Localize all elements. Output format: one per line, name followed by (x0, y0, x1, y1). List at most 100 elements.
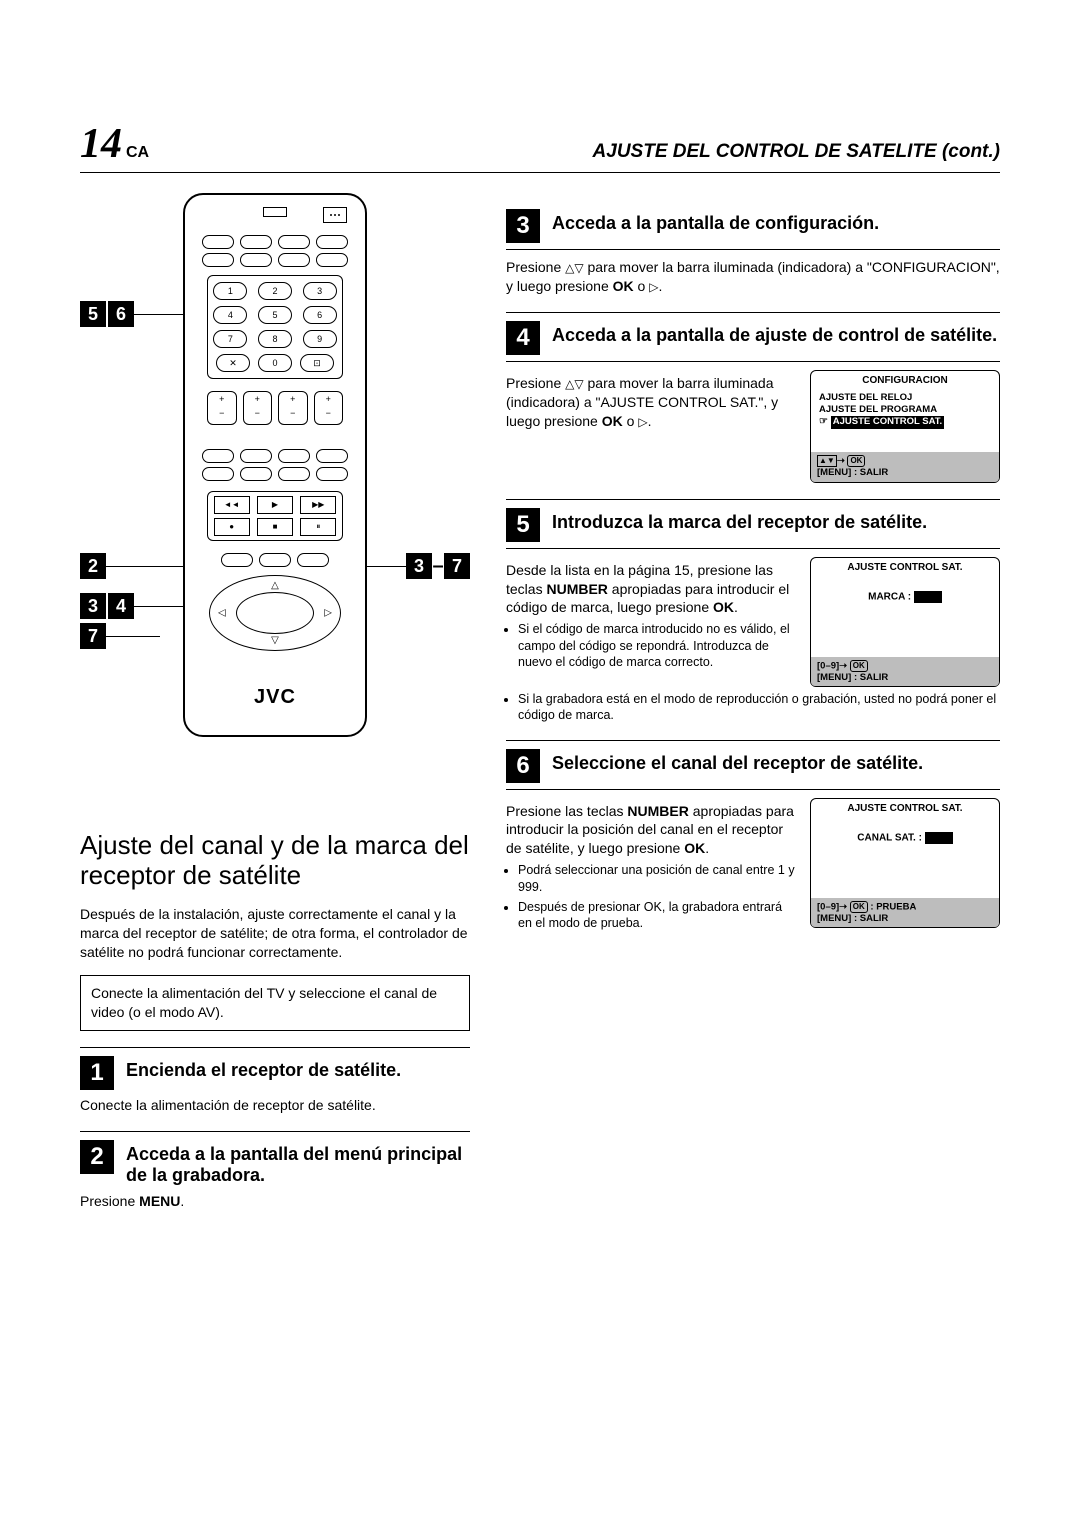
step-number: 2 (80, 1140, 114, 1174)
step-2: 2 Acceda a la pantalla del menú principa… (80, 1131, 470, 1185)
remote-num-6: 6 (303, 306, 337, 324)
step-5-textcol: Desde la lista en la página 15, presione… (506, 557, 796, 674)
remote-pill (278, 449, 310, 463)
screen-body: MARCA : (811, 579, 999, 657)
remote-pill (240, 235, 272, 249)
text: Presione las teclas (506, 803, 627, 819)
screen-ajuste-marca: AJUSTE CONTROL SAT. MARCA : [0–9]➝ OK [M… (810, 557, 1000, 687)
screen-item: AJUSTE DEL PROGRAMA (819, 404, 991, 416)
callout-7r: 7 (444, 553, 470, 579)
step-1: 1 Encienda el receptor de satélite. (80, 1047, 470, 1090)
bullet-item: Si la grabadora está en el modo de repro… (518, 691, 1000, 724)
step-number: 1 (80, 1056, 114, 1090)
remote-play-grid: ◄◄ ▶ ▶▶ ● ■ ⏸ (212, 496, 338, 536)
remote-pill (202, 253, 234, 267)
callout-line (134, 606, 188, 607)
header-title: AJUSTE DEL CONTROL DE SATELITE (cont.) (593, 141, 1000, 163)
footer-line2: [MENU] : SALIR (817, 467, 993, 478)
remote-num-9: 9 (303, 330, 337, 348)
bullet-item: Si el código de marca introducido no es … (518, 621, 796, 670)
step-number: 3 (506, 209, 540, 243)
step-number: 5 (506, 508, 540, 542)
step-5-bullets: Si el código de marca introducido no es … (506, 621, 796, 670)
remote-tall-btn: +− (278, 391, 308, 425)
footer-line2: [MENU] : SALIR (817, 913, 993, 924)
section-title: Ajuste del canal y de la marca del recep… (80, 831, 470, 891)
ok-label: OK (613, 278, 634, 294)
remote-pill (221, 553, 253, 567)
remote-pill (259, 553, 291, 567)
remote-row1 (185, 235, 365, 249)
menu-label: MENU (139, 1193, 180, 1209)
step-6: 6 Seleccione el canal del receptor de sa… (506, 740, 1000, 783)
screen-body: AJUSTE DEL RELOJ AJUSTE DEL PROGRAMA ☞ A… (811, 392, 999, 452)
remote-logo: JVC (185, 686, 365, 709)
remote-number-frame: 1 2 3 4 5 6 7 8 9 ✕ 0 (207, 275, 343, 379)
step-3: 3 Acceda a la pantalla de configuración. (506, 209, 1000, 243)
step-4: 4 Acceda a la pantalla de ajuste de cont… (506, 312, 1000, 355)
step-title: Seleccione el canal del receptor de saté… (552, 753, 923, 774)
step-6-textcol: Presione las teclas NUMBER apropiadas pa… (506, 798, 796, 936)
step-title: Encienda el receptor de satélite. (126, 1060, 401, 1081)
screen-input-field (914, 591, 942, 603)
remote-num-2: 2 (258, 282, 292, 300)
up-down-icon: △▽ (565, 260, 583, 276)
screen-title: AJUSTE CONTROL SAT. (811, 803, 999, 814)
page-number: 14CA (80, 120, 149, 168)
remote-dpad: △ ▽ ◁ ▷ (209, 575, 341, 651)
divider (506, 361, 1000, 362)
screen-footer: [0–9]➝ OK : PRUEBA [MENU] : SALIR (811, 898, 999, 927)
callout-56: 5 6 (80, 301, 188, 327)
bullet-item: Después de presionar OK, la grabadora en… (518, 899, 796, 932)
screen-input-field (925, 832, 953, 844)
step-5-bullets-wide: Si la grabadora está en el modo de repro… (506, 691, 1000, 724)
screen-item: AJUSTE DEL RELOJ (819, 392, 991, 404)
ok-icon: OK (850, 901, 868, 913)
number-label: NUMBER (627, 803, 688, 819)
remote-pill (202, 449, 234, 463)
right-column: 3 Acceda a la pantalla de configuración.… (506, 193, 1000, 1214)
text: Presione (80, 1193, 139, 1209)
page: 14CA AJUSTE DEL CONTROL DE SATELITE (con… (0, 0, 1080, 1528)
text: Presione (506, 375, 565, 391)
content-columns: 5 6 2 3 4 7 (80, 193, 1000, 1214)
text: . (180, 1193, 184, 1209)
remote-row3 (185, 449, 365, 463)
remote-pill (316, 235, 348, 249)
screen-footer: [0–9]➝ OK [MENU] : SALIR (811, 657, 999, 686)
step-2-body: Presione MENU. (80, 1192, 470, 1211)
remote-ir-window (263, 207, 287, 217)
remote-pill (240, 449, 272, 463)
remote-pill (202, 467, 234, 481)
screen-configuracion: CONFIGURACION AJUSTE DEL RELOJ AJUSTE DE… (810, 370, 1000, 483)
step-1-body: Conecte la alimentación de receptor de s… (80, 1096, 470, 1115)
remote-row5 (185, 553, 365, 567)
screen-label: CANAL SAT. : (857, 832, 922, 843)
screen-title: CONFIGURACION (811, 375, 999, 386)
keys-icon: ▲▼ (817, 455, 837, 467)
page-number-suffix: CA (126, 144, 149, 161)
divider (506, 789, 1000, 790)
ok-icon: OK (847, 455, 865, 467)
text: Presione (506, 259, 565, 275)
remote-num-5: 5 (258, 306, 292, 324)
remote-dots-button (323, 207, 347, 223)
step-title: Acceda a la pantalla de ajuste de contro… (552, 325, 997, 346)
remote-pill (316, 449, 348, 463)
step-4-body: Presione △▽ para mover la barra iluminad… (506, 374, 796, 431)
callout-5: 5 (80, 301, 106, 327)
step-6-body: Presione las teclas NUMBER apropiadas pa… (506, 802, 796, 859)
callout-6: 6 (108, 301, 134, 327)
remote-num-0: 0 (258, 354, 292, 372)
left-column: 5 6 2 3 4 7 (80, 193, 470, 1214)
remote-rec: ● (214, 518, 250, 536)
step-6-bullets: Podrá seleccionar una posición de canal … (506, 862, 796, 931)
remote-enter: ⊡ (300, 354, 334, 372)
footer-line1: [0–9]➝ OK (817, 660, 993, 672)
remote-tall-btn: +− (314, 391, 344, 425)
remote-body: 1 2 3 4 5 6 7 8 9 ✕ 0 (183, 193, 367, 737)
intro-text: Después de la instalación, ajuste correc… (80, 905, 470, 962)
remote-tall-btn: +− (243, 391, 273, 425)
remote-number-grid: 1 2 3 4 5 6 7 8 9 (212, 282, 338, 348)
divider (506, 249, 1000, 250)
